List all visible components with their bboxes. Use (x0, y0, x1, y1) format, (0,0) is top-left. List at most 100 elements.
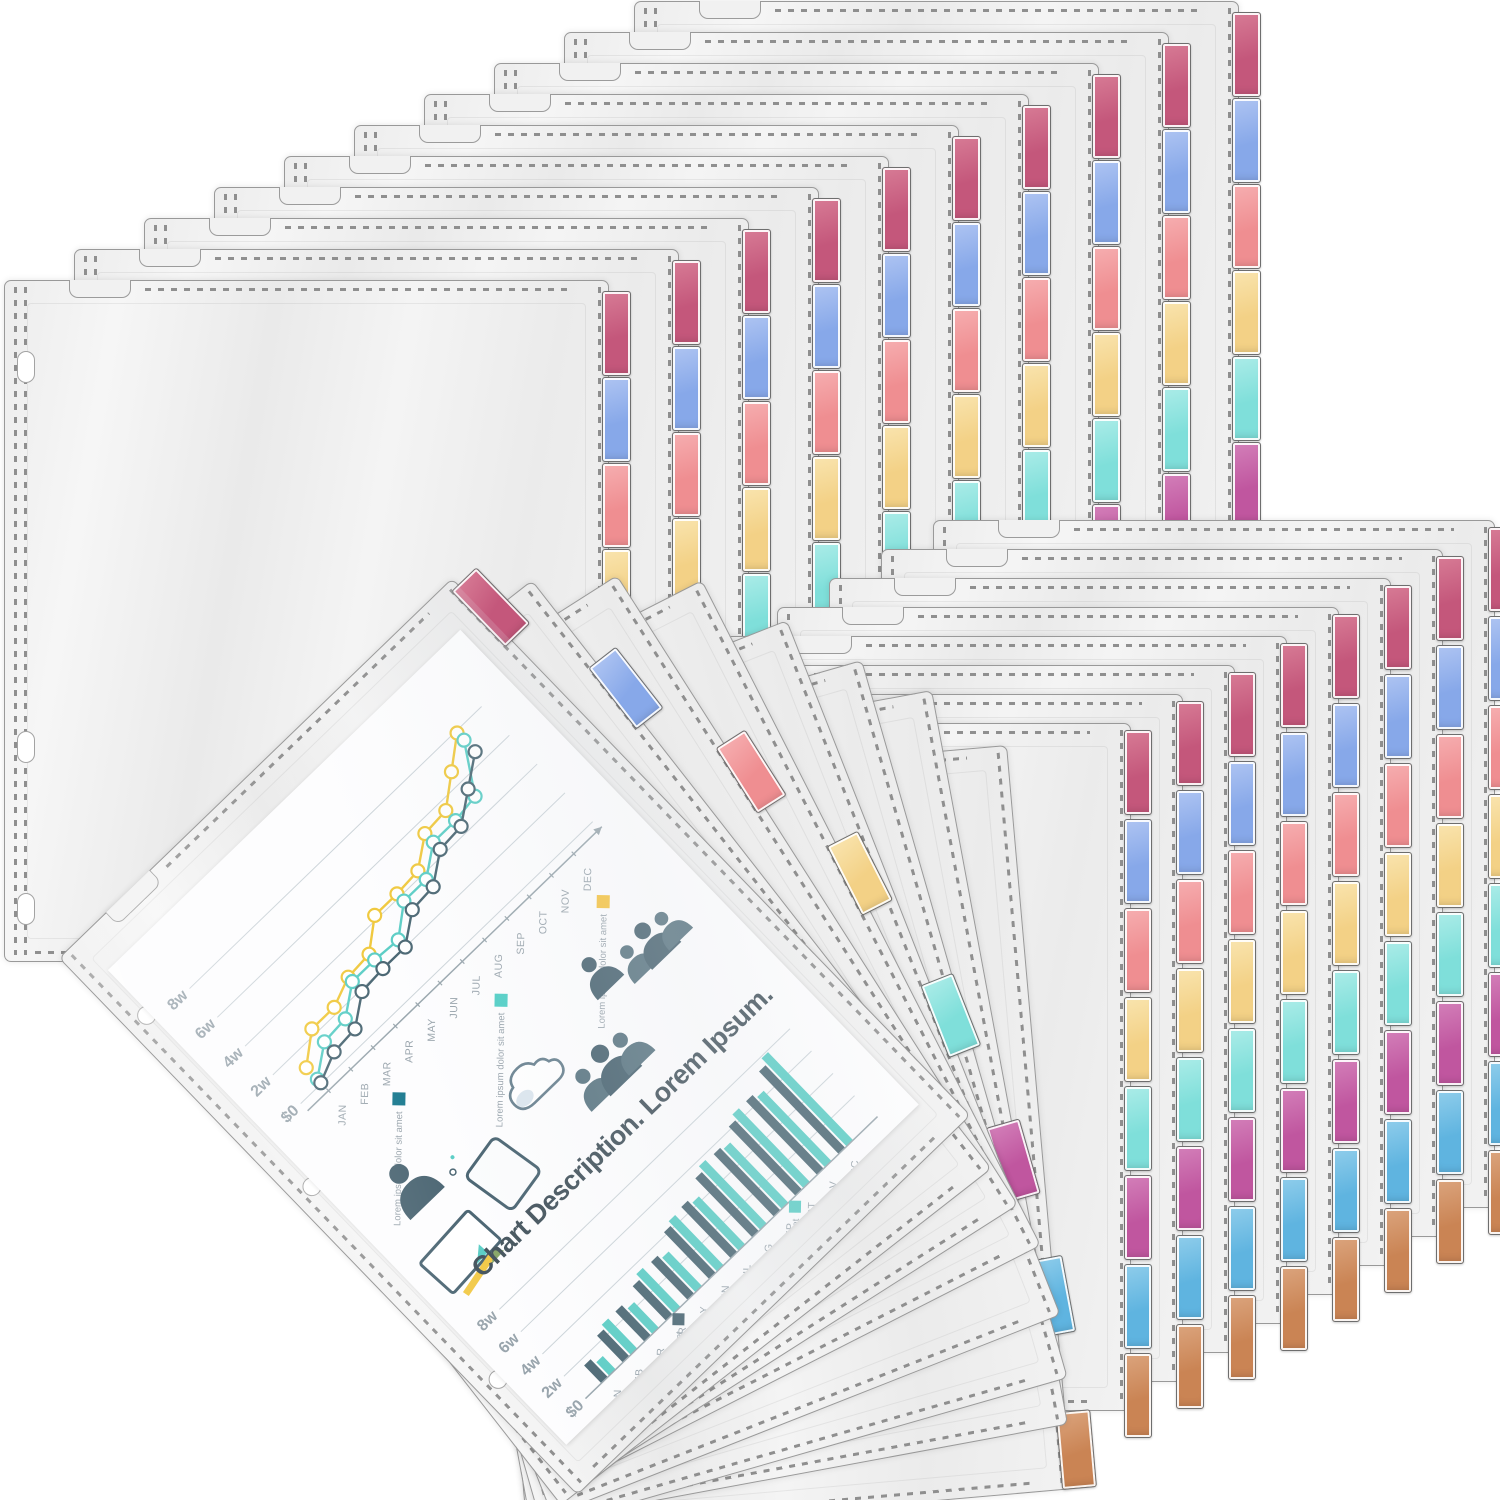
index-tab-salmon (672, 432, 701, 517)
index-tab-yellow (1384, 852, 1412, 937)
bar-teal (757, 1090, 832, 1168)
index-tab-crimson (1162, 43, 1191, 128)
data-point (456, 732, 472, 748)
index-tab-cornflower-blue (1384, 674, 1412, 759)
index-tab-crimson (742, 229, 771, 314)
index-tab-salmon (1332, 792, 1360, 877)
stitch-right (878, 163, 881, 831)
index-tab-cornflower-blue (1332, 703, 1360, 788)
bar-dark (632, 1279, 673, 1321)
stitch-top (866, 644, 1246, 647)
stitch-right (1172, 701, 1175, 1375)
index-tab-crimson (1228, 672, 1256, 757)
index-tab-salmon (602, 463, 631, 548)
y-axis-label: 4w (220, 1044, 248, 1071)
month-label: JUN (448, 997, 460, 1019)
data-point (443, 764, 460, 780)
bar-teal (698, 1159, 767, 1230)
index-tab-magenta (1228, 1117, 1256, 1202)
index-tab-crimson (1280, 643, 1308, 728)
index-tab-yellow (1092, 332, 1121, 417)
month-label: FEB (633, 1368, 645, 1390)
index-tab-crimson (672, 260, 701, 345)
month-label: OCT (806, 1202, 818, 1226)
bar-dark (584, 1359, 608, 1384)
stitch-right (1158, 39, 1161, 707)
index-tab-sky-blue (1384, 1119, 1412, 1204)
person-head (620, 945, 634, 959)
tablet-icon (465, 1137, 541, 1211)
index-tab-cornflower-blue (1022, 191, 1051, 276)
index-tab-crimson (1332, 614, 1360, 699)
stitch-top (565, 102, 988, 105)
month-label: SEP (515, 932, 527, 955)
month-label: MAR (655, 1347, 667, 1372)
index-tab-orange (1228, 1295, 1256, 1380)
thumb-notch (998, 520, 1060, 538)
y-axis-label: 4w (517, 1352, 545, 1379)
axis-arrow (593, 826, 602, 836)
gridline (300, 821, 594, 1105)
index-tab-orange (1384, 1208, 1412, 1293)
tick (392, 1023, 398, 1029)
month-label: JUN (720, 1285, 732, 1307)
y-axis-label: 6w (496, 1330, 524, 1357)
index-tab-yellow (1488, 794, 1500, 879)
index-tab-sky-blue (1124, 1264, 1152, 1349)
index-tab-magenta (1384, 1030, 1412, 1115)
y-axis-label: $0 (563, 1397, 588, 1422)
index-tab-turquoise (1176, 1057, 1204, 1142)
data-point (453, 818, 469, 834)
bar-dark (597, 1329, 630, 1363)
bar-teal (662, 1251, 703, 1293)
index-tab-salmon (742, 401, 771, 486)
stitch-top (215, 257, 638, 260)
person-body (400, 1175, 445, 1221)
index-tab-salmon (1232, 184, 1261, 269)
index-tab-salmon (882, 339, 911, 424)
thumb-notch (946, 549, 1008, 567)
sheet-protector: $0 2w 4w 6w 8w JAN FEB MAR APR MAY JUN JUL AUG SEP OCT… (58, 567, 971, 1496)
data-point (432, 841, 448, 857)
data-point (375, 960, 391, 977)
monitor-triangle (477, 1244, 488, 1265)
stitch-right (1380, 585, 1383, 1259)
month-label: AUG (763, 1243, 775, 1267)
cloud-shade (516, 1089, 534, 1107)
tick (437, 980, 443, 986)
index-tab-magenta (1176, 1146, 1204, 1231)
person-head (654, 911, 669, 926)
group-person-icon (612, 1032, 656, 1076)
index-tab-orange (1280, 1266, 1308, 1351)
month-label: APR (403, 1040, 415, 1063)
icon-row (389, 911, 694, 1296)
binder-hole (17, 351, 35, 383)
index-tab-sky-blue (1436, 1090, 1464, 1175)
index-tab-cornflower-blue (672, 346, 701, 431)
tick (370, 1045, 376, 1051)
month-label: JAN (612, 1389, 624, 1411)
month-label: DEC (582, 867, 594, 891)
stitch-right (1088, 70, 1091, 738)
month-label: AUG (493, 954, 505, 978)
cloud-icon (508, 1057, 565, 1111)
index-tab-turquoise (1488, 883, 1500, 968)
person-head (575, 1068, 591, 1084)
index-tab-sky-blue (1488, 1061, 1500, 1146)
index-tab-salmon (812, 370, 841, 455)
index-tab-crimson (1232, 12, 1261, 97)
index-tab-crimson (952, 136, 981, 221)
bar-dark (651, 1255, 695, 1300)
stitch-top (1022, 557, 1402, 560)
index-tab-turquoise (1124, 1086, 1152, 1171)
index-tab-cornflower-blue (1092, 160, 1121, 245)
stitch-right (1432, 556, 1435, 1230)
gridline (189, 706, 482, 989)
index-tab-yellow (952, 394, 981, 479)
index-tab-yellow (1232, 270, 1261, 355)
bar-dark (746, 1095, 824, 1175)
index-tab-salmon (1280, 821, 1308, 906)
stitch-top (635, 71, 1058, 74)
stitch-right (668, 256, 671, 924)
index-tab-yellow (1124, 997, 1152, 1082)
